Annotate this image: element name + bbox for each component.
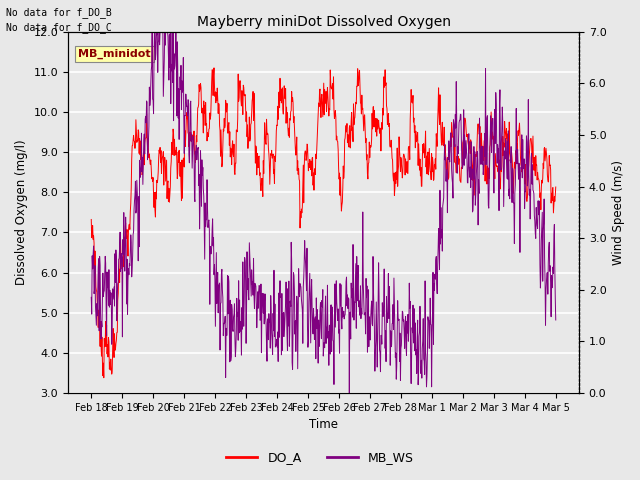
Line: DO_A: DO_A bbox=[92, 68, 556, 378]
Text: MB_minidot: MB_minidot bbox=[78, 49, 151, 59]
Text: No data for f_DO_B: No data for f_DO_B bbox=[6, 7, 112, 18]
X-axis label: Time: Time bbox=[309, 419, 338, 432]
Y-axis label: Wind Speed (m/s): Wind Speed (m/s) bbox=[612, 160, 625, 265]
Y-axis label: Dissolved Oxygen (mg/l): Dissolved Oxygen (mg/l) bbox=[15, 140, 28, 285]
Line: MB_WS: MB_WS bbox=[92, 32, 556, 393]
Title: Mayberry miniDot Dissolved Oxygen: Mayberry miniDot Dissolved Oxygen bbox=[196, 15, 451, 29]
Text: No data for f_DO_C: No data for f_DO_C bbox=[6, 22, 112, 33]
Legend: DO_A, MB_WS: DO_A, MB_WS bbox=[221, 446, 419, 469]
